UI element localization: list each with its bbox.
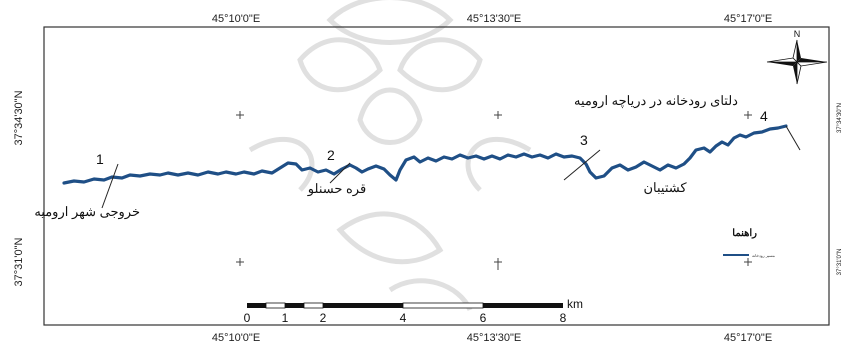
coord-label-right: 37°31'0"N bbox=[837, 249, 843, 276]
point-3-label: کشتیبان bbox=[643, 180, 687, 195]
scale-tick: 6 bbox=[480, 311, 487, 325]
coord-label-left: 37°31'0"N bbox=[13, 237, 25, 286]
point-3-number: 3 bbox=[580, 132, 588, 148]
point-2-leader bbox=[329, 162, 351, 184]
coord-label-right: 37°34'30"N bbox=[837, 103, 843, 133]
scale-bar bbox=[247, 302, 563, 309]
scale-tick: 8 bbox=[560, 311, 567, 325]
coord-label-top: 45°13'30"E bbox=[467, 13, 521, 25]
point-4-label: دلتای رودخانه در دریاچه ارومیه bbox=[574, 93, 738, 109]
point-1-leader bbox=[101, 163, 119, 209]
river-line bbox=[62, 124, 788, 185]
coord-label-bottom: 45°10'0"E bbox=[212, 332, 260, 344]
north-label: N bbox=[794, 29, 801, 39]
coord-label-top: 45°10'0"E bbox=[212, 13, 260, 25]
legend: راهنما مسیر رودخانه bbox=[723, 228, 775, 258]
scale-tick: 2 bbox=[320, 311, 327, 325]
point-2-label: قره حسنلو bbox=[307, 181, 366, 197]
legend-title: راهنما bbox=[732, 228, 757, 239]
watermark-emblem bbox=[248, 0, 532, 312]
scale-unit: km bbox=[567, 297, 583, 311]
coord-label-bottom: 45°13'30"E bbox=[467, 332, 521, 344]
point-2-number: 2 bbox=[327, 147, 335, 163]
north-arrow-icon bbox=[766, 39, 828, 85]
point-4-number: 4 bbox=[760, 108, 768, 124]
point-1-label: خروجی شهر ارومیه bbox=[34, 204, 140, 220]
scale-tick: 4 bbox=[400, 311, 407, 325]
point-1-number: 1 bbox=[96, 151, 104, 167]
graticule-marks bbox=[236, 111, 752, 270]
coord-label-left: 37°34'30"N bbox=[13, 90, 25, 145]
map-frame bbox=[43, 26, 830, 326]
point-3-leader bbox=[563, 149, 601, 181]
coord-label-top: 45°17'0"E bbox=[724, 13, 772, 25]
coord-label-bottom: 45°17'0"E bbox=[724, 332, 772, 344]
scale-tick: 1 bbox=[282, 311, 289, 325]
scale-tick: 0 bbox=[244, 311, 251, 325]
point-4-leader bbox=[785, 125, 801, 151]
legend-item-label: مسیر رودخانه bbox=[752, 253, 775, 258]
